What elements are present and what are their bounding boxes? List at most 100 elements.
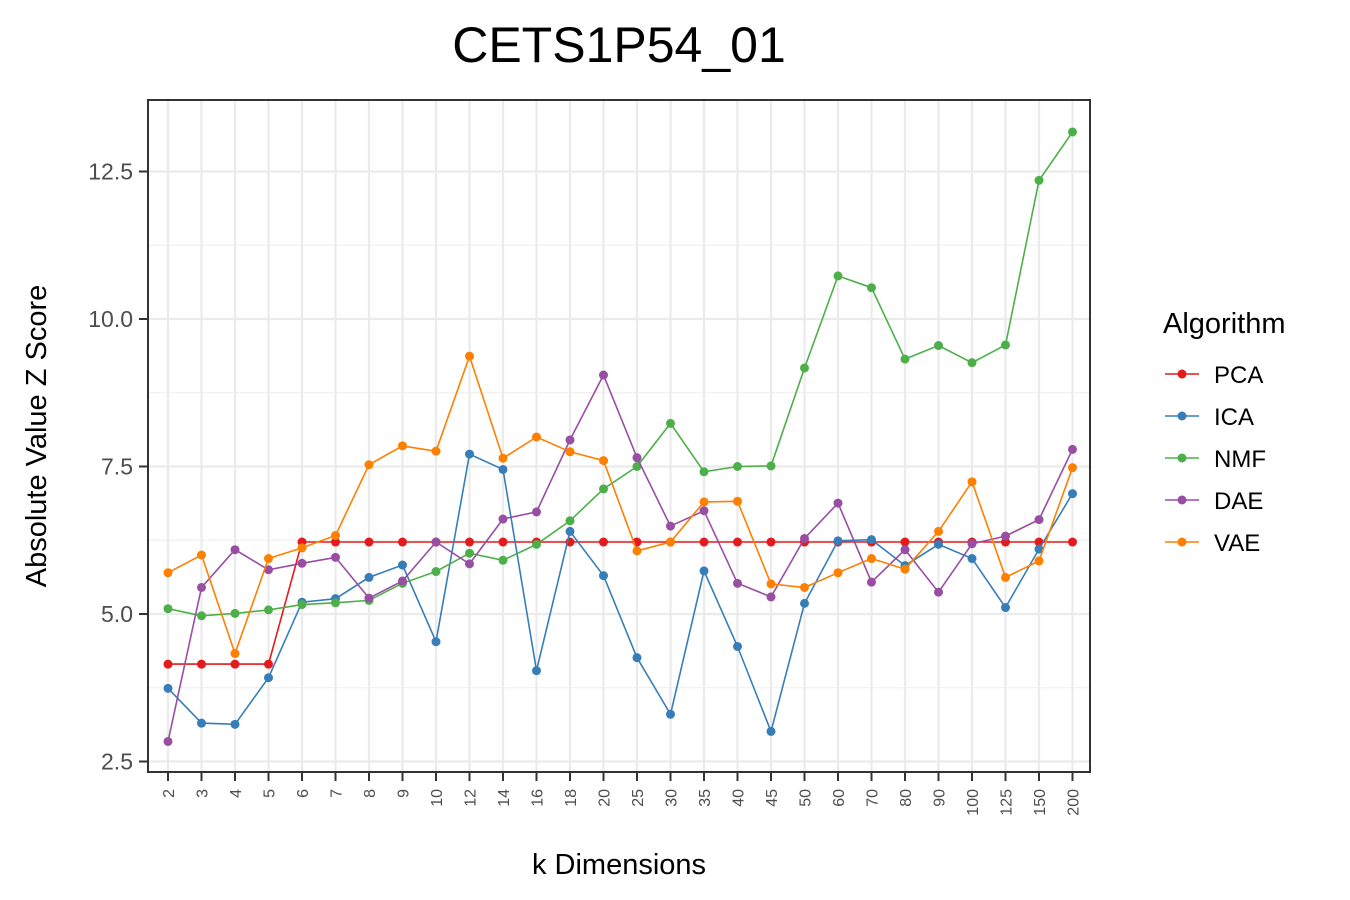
data-point-ica — [431, 637, 441, 647]
data-point-nmf — [465, 548, 474, 558]
x-tick-label: 200 — [1066, 789, 1083, 816]
data-point-nmf — [699, 467, 709, 477]
legend-label: ICA — [1214, 404, 1254, 431]
legend-label: VAE — [1214, 530, 1260, 557]
plot-border — [147, 99, 1091, 773]
data-point-nmf — [1068, 127, 1077, 137]
data-point-dae — [532, 507, 541, 517]
data-point-pca — [264, 659, 273, 669]
data-point-pca — [900, 537, 910, 547]
data-point-nmf — [163, 604, 173, 614]
data-point-dae — [565, 435, 575, 445]
data-point-pca — [498, 537, 508, 547]
y-tick-label: 12.5 — [88, 159, 133, 185]
data-point-ica — [733, 641, 742, 651]
data-point-nmf — [733, 462, 742, 471]
data-point-dae — [230, 545, 240, 555]
data-point-ica — [565, 526, 575, 536]
x-tick-label: 30 — [664, 789, 681, 807]
data-point-nmf — [599, 484, 608, 494]
x-tick-label: 14 — [496, 789, 513, 807]
data-point-ica — [264, 673, 273, 683]
data-point-ica — [766, 726, 776, 736]
data-point-vae — [1034, 556, 1044, 566]
x-tick-label: 35 — [697, 789, 714, 807]
y-tick-label: 10.0 — [88, 306, 133, 332]
data-point-nmf — [934, 341, 943, 351]
data-point-ica — [163, 683, 173, 693]
data-point-nmf — [1001, 340, 1010, 350]
data-point-ica — [230, 719, 240, 729]
data-point-nmf — [666, 418, 675, 428]
data-point-nmf — [967, 358, 977, 368]
chart-title: CETS1P54_01 — [452, 17, 786, 73]
data-point-ica — [699, 566, 709, 576]
data-point-vae — [733, 496, 742, 506]
data-point-vae — [163, 568, 173, 578]
data-point-dae — [1068, 444, 1077, 454]
legend: Algorithm PCA ICA NMF DAE VAE — [1163, 308, 1286, 557]
data-point-ica — [833, 536, 843, 546]
data-point-pca — [699, 537, 709, 547]
data-point-ica — [364, 572, 374, 582]
y-tick-label: 2.5 — [101, 749, 133, 775]
x-tick-label: 10 — [429, 789, 446, 807]
data-point-nmf — [800, 363, 809, 373]
data-point-ica — [465, 449, 474, 459]
data-point-nmf — [766, 461, 776, 471]
x-tick-label: 7 — [329, 789, 346, 798]
data-point-dae — [867, 577, 876, 587]
data-point-vae — [1068, 463, 1077, 473]
data-point-nmf — [900, 354, 910, 364]
x-tick-label: 16 — [530, 789, 547, 807]
data-point-vae — [264, 554, 273, 564]
x-tick-label: 60 — [831, 789, 848, 807]
legend-item-nmf: NMF — [1165, 446, 1266, 473]
data-point-dae — [163, 736, 173, 746]
data-point-ica — [1068, 489, 1077, 499]
data-point-dae — [934, 587, 943, 597]
legend-title: Algorithm — [1163, 308, 1286, 340]
data-point-pca — [197, 659, 206, 669]
data-point-nmf — [1034, 175, 1044, 185]
data-point-vae — [967, 477, 977, 487]
data-point-vae — [1001, 572, 1010, 582]
x-tick-label: 70 — [865, 789, 882, 807]
series-dae — [163, 370, 1077, 746]
legend-label: PCA — [1214, 362, 1263, 389]
data-point-dae — [699, 506, 709, 516]
data-point-dae — [1034, 515, 1044, 525]
data-point-vae — [833, 568, 843, 578]
data-point-ica — [398, 560, 407, 570]
data-point-dae — [967, 539, 977, 549]
data-point-pca — [398, 537, 407, 547]
data-point-dae — [733, 578, 742, 588]
data-point-ica — [934, 539, 943, 549]
data-point-vae — [364, 460, 374, 470]
data-point-ica — [867, 535, 876, 545]
data-point-vae — [599, 456, 608, 466]
x-tick-label: 2 — [161, 789, 178, 798]
x-tick-label: 9 — [396, 789, 413, 798]
x-tick-label: 150 — [1032, 789, 1049, 816]
data-point-dae — [800, 533, 809, 543]
data-point-nmf — [331, 598, 340, 608]
legend-item-pca: PCA — [1165, 362, 1263, 389]
x-tick-label: 18 — [563, 789, 580, 807]
data-point-ica — [498, 464, 508, 474]
data-point-dae — [331, 552, 340, 562]
data-point-vae — [666, 537, 675, 547]
series-line-dae — [167, 373, 1074, 742]
data-point-dae — [264, 565, 273, 575]
data-point-vae — [297, 543, 307, 553]
data-point-dae — [632, 453, 642, 463]
x-tick-label: 45 — [764, 789, 781, 807]
x-tick-label: 90 — [932, 789, 949, 807]
data-point-vae — [331, 531, 340, 541]
x-axis: 2 3 4 5 6 7 8 9 10 12 14 16 18 20 25 30 35 40 45 50 60 70 80 90… — [161, 772, 1083, 816]
data-point-vae — [532, 432, 541, 442]
x-tick-label: 100 — [965, 789, 982, 816]
x-tick-label: 25 — [630, 789, 647, 807]
y-axis: 2.5 5.0 7.5 10.0 12.5 — [88, 159, 148, 775]
data-point-ica — [967, 554, 977, 564]
